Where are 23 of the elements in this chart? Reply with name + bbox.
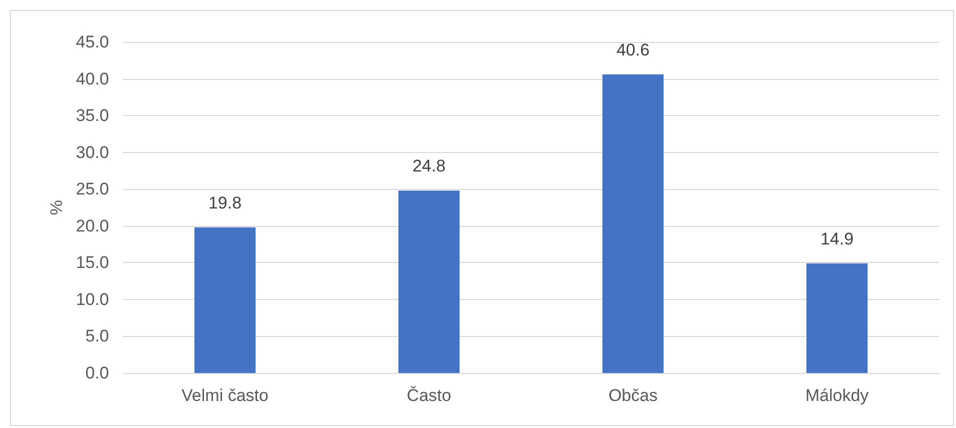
y-tick-label: 20.0 — [76, 216, 109, 236]
bar — [398, 190, 460, 373]
bar — [194, 227, 256, 373]
y-tick-label: 25.0 — [76, 180, 109, 199]
y-tick-label: 40.0 — [76, 69, 109, 88]
y-axis-title: % — [47, 200, 66, 216]
data-label: 19.8 — [208, 193, 242, 212]
x-tick-label: Málokdy — [805, 386, 870, 405]
data-label: 40.6 — [616, 40, 650, 60]
x-tick-label: Občas — [608, 386, 658, 405]
x-tick-label: Často — [406, 386, 452, 405]
y-tick-label: 0.0 — [85, 364, 109, 382]
data-label: 24.8 — [412, 156, 446, 176]
y-tick-label: 15.0 — [76, 253, 109, 272]
y-tick-label: 5.0 — [85, 326, 109, 346]
bar — [602, 74, 664, 373]
y-tick-label: 30.0 — [76, 142, 109, 162]
y-tick-label: 10.0 — [76, 290, 109, 309]
x-tick-label: Velmi často — [182, 386, 268, 405]
y-tick-label: 35.0 — [76, 106, 109, 126]
data-label: 14.9 — [820, 229, 854, 248]
bar — [806, 263, 868, 373]
y-tick-label: 45.0 — [76, 32, 109, 52]
